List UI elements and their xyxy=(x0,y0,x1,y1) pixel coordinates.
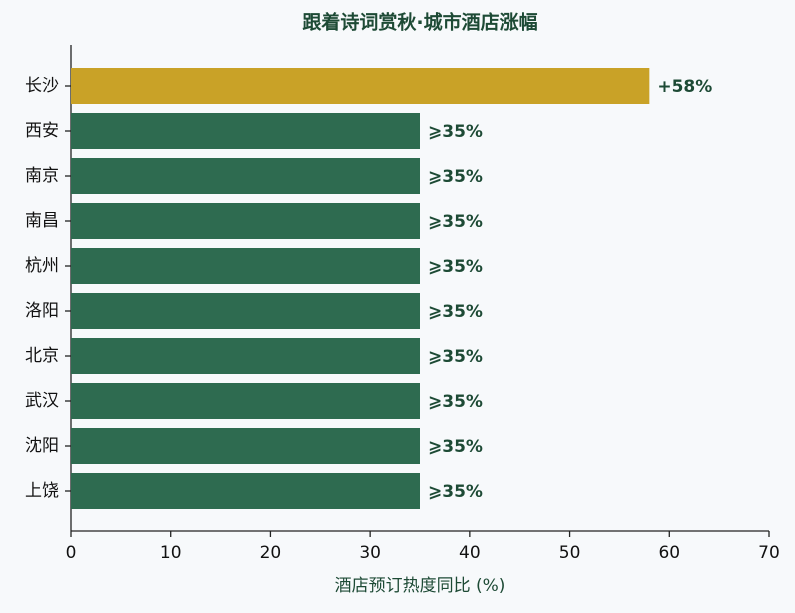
value-label: ⩾35% xyxy=(428,347,483,367)
x-tick-label: 30 xyxy=(359,543,381,563)
bar xyxy=(71,203,420,239)
chart-title: 跟着诗词赏秋·城市酒店涨幅 xyxy=(302,11,537,34)
y-tick-label: 北京 xyxy=(25,346,59,366)
value-label: ⩾35% xyxy=(428,392,483,412)
value-label: ⩾35% xyxy=(428,437,483,457)
y-tick-label: 杭州 xyxy=(25,256,59,276)
value-label: ⩾35% xyxy=(428,257,483,277)
y-tick-label: 洛阳 xyxy=(25,301,59,321)
y-tick-label: 上饶 xyxy=(25,481,59,501)
value-label: +58% xyxy=(657,77,712,97)
bar xyxy=(71,113,420,149)
bar xyxy=(71,338,420,374)
value-label: ⩾35% xyxy=(428,167,483,187)
bar xyxy=(71,383,420,419)
bar xyxy=(71,473,420,509)
value-label: ⩾35% xyxy=(428,122,483,142)
y-tick-label: 南京 xyxy=(25,166,59,186)
bar xyxy=(71,158,420,194)
bar xyxy=(71,248,420,284)
value-label: ⩾35% xyxy=(428,482,483,502)
y-tick-label: 长沙 xyxy=(25,76,59,96)
y-tick-label: 沈阳 xyxy=(25,436,59,456)
x-tick-label: 60 xyxy=(658,543,680,563)
x-tick-label: 10 xyxy=(160,543,182,563)
y-tick-label: 南昌 xyxy=(25,211,59,231)
x-tick-label: 70 xyxy=(758,543,780,563)
value-label: ⩾35% xyxy=(428,302,483,322)
bar xyxy=(71,293,420,329)
x-axis-label: 酒店预订热度同比 (%) xyxy=(335,576,506,596)
x-tick-label: 20 xyxy=(260,543,282,563)
y-tick-label: 武汉 xyxy=(25,391,59,411)
x-tick-label: 40 xyxy=(459,543,481,563)
x-tick-label: 50 xyxy=(559,543,581,563)
x-tick-label: 0 xyxy=(66,543,77,563)
bar xyxy=(71,68,650,104)
y-tick-label: 西安 xyxy=(25,121,59,141)
bar xyxy=(71,428,420,464)
value-label: ⩾35% xyxy=(428,212,483,232)
